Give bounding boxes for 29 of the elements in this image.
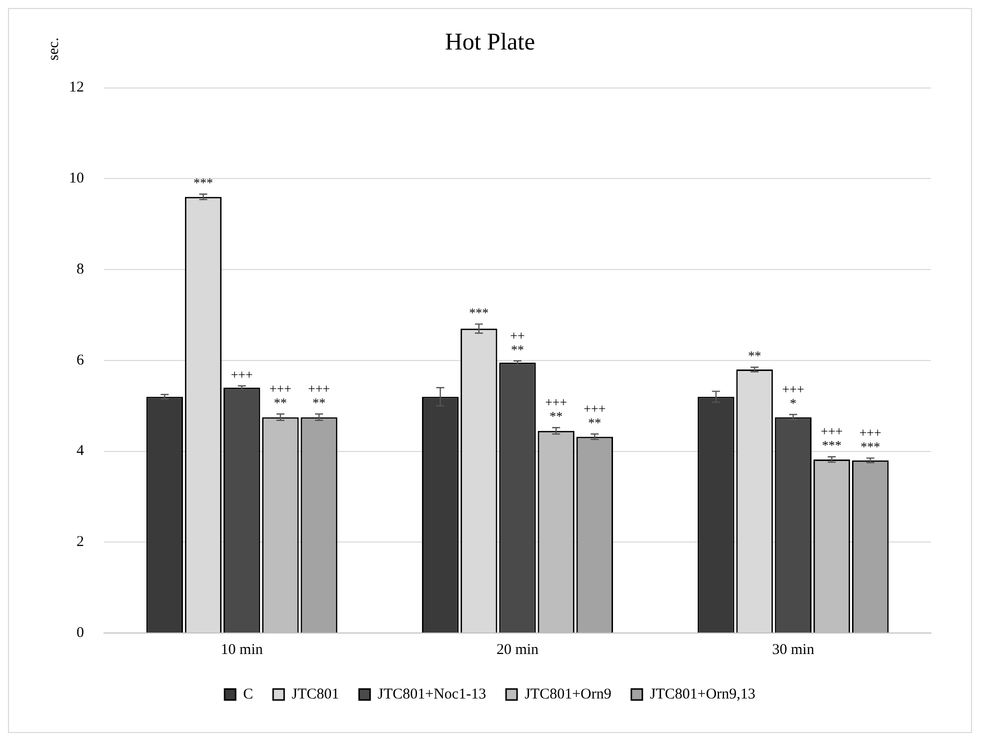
y-axis-title: sec. [46,38,62,60]
data-label: +++ ** [545,394,568,424]
y-tick-label: 10 [69,170,84,187]
data-label: ++ ** [510,328,525,357]
legend-label: JTC801 [292,686,340,702]
x-tick-label: 10 min [220,642,264,658]
legend-label: C [243,686,254,702]
y-tick-label: 12 [69,80,84,96]
data-label: +++ *** [820,424,843,453]
legend-label: JTC801+Noc1-13 [378,686,486,702]
data-label: *** [193,175,213,190]
data-label: *** [469,304,489,320]
data-label: +++ [230,366,253,382]
legend-label: JTC801+Orn9 [524,686,612,702]
chart-title: Hot Plate [445,30,535,56]
data-label: +++ ** [269,380,292,410]
data-label: +++ * [782,381,804,410]
legend-label: JTC801+Orn9,13 [650,686,756,702]
y-tick-label: 8 [76,261,84,278]
data-label: +++ ** [584,400,606,430]
y-tick-label: 6 [76,352,84,368]
data-label: +++ ** [308,380,330,410]
x-tick-label: 20 min [496,642,540,658]
y-tick-label: 4 [76,443,84,460]
y-tick-label: 0 [76,624,84,641]
data-label: +++ *** [859,425,882,454]
y-tick-label: 2 [76,534,84,550]
x-tick-label: 30 min [772,642,815,658]
data-label: ** [748,348,762,364]
